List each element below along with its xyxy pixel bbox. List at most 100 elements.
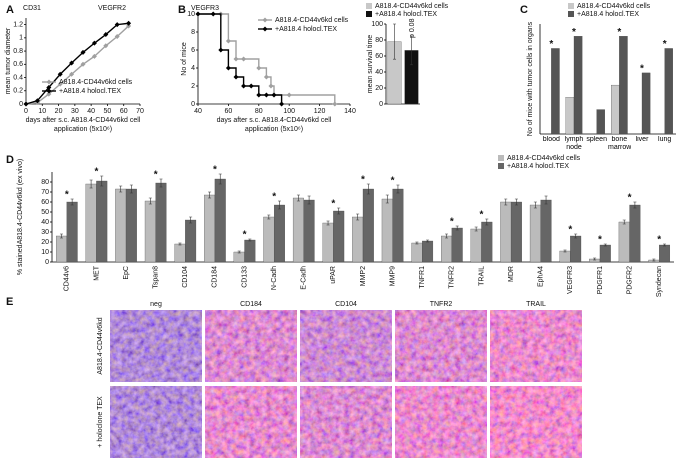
y-axis-label: No of mice <box>181 42 188 76</box>
bar <box>641 72 651 135</box>
micrograph <box>110 310 202 382</box>
bar <box>596 109 605 135</box>
point <box>23 101 29 107</box>
error-bar <box>356 213 360 221</box>
column-label: neg <box>150 301 162 308</box>
error-bar <box>663 243 667 247</box>
point <box>256 92 262 98</box>
significance: * <box>391 176 395 187</box>
point <box>248 83 254 89</box>
bar <box>481 221 493 263</box>
x-tick-label-box: blood <box>542 136 560 143</box>
error-bar <box>129 184 133 194</box>
legend-label: A818.4-CD44v6kd cells <box>577 3 651 10</box>
legend-marker <box>262 26 268 32</box>
bar <box>664 48 673 135</box>
x-tick-label: Syndecan <box>656 266 663 297</box>
x-tick-label: MMP2 <box>360 266 367 286</box>
x-tick-label: liver <box>635 136 649 143</box>
error-bar <box>396 184 400 194</box>
x-tick-label: bone marrow <box>608 136 631 151</box>
bar <box>244 239 256 263</box>
x-tick-label: Tspan8 <box>153 266 160 289</box>
column-label: TNFR2 <box>430 301 453 308</box>
point <box>263 92 269 98</box>
bar <box>273 204 285 263</box>
column-label: CD184 <box>240 301 262 308</box>
error-bar <box>59 233 63 239</box>
point <box>279 101 285 107</box>
x-tick-label: TRAIL <box>478 266 485 286</box>
error-bar <box>652 258 656 262</box>
bar <box>411 242 423 263</box>
x-tick-label: 50 <box>104 108 112 115</box>
significance: * <box>617 27 621 38</box>
bar <box>174 243 186 263</box>
error-bar <box>504 198 508 206</box>
x-tick-label: 100 <box>283 108 295 115</box>
point <box>241 56 247 62</box>
series-line <box>198 13 283 104</box>
legend-marker <box>262 17 268 23</box>
error-bar <box>633 201 637 209</box>
point <box>210 11 216 17</box>
point <box>69 60 75 66</box>
error-bar <box>307 195 311 205</box>
significance: * <box>640 64 644 75</box>
error-bar <box>410 35 413 66</box>
point <box>263 74 269 80</box>
y-tick-label: 0.8 <box>13 48 23 55</box>
error-bar <box>89 179 93 189</box>
x-tick-label: CD44v6 <box>64 266 71 291</box>
significance: * <box>65 190 69 201</box>
point <box>126 20 132 26</box>
significance: * <box>154 170 158 181</box>
error-bar <box>218 173 222 185</box>
y-axis-label: No of mice with tumor cells in organs <box>527 21 534 136</box>
bar <box>155 182 167 263</box>
row-label: + holoclone TEX <box>97 396 104 448</box>
x-tick-label: 60 <box>225 108 233 115</box>
point <box>114 22 120 28</box>
error-bar <box>474 226 478 232</box>
error-bar <box>563 249 567 253</box>
error-bar <box>593 257 597 261</box>
y-tick-label: 0.4 <box>13 74 23 81</box>
micrograph <box>205 310 297 382</box>
x-tick-label: 80 <box>255 108 263 115</box>
bar <box>125 188 137 263</box>
point <box>233 56 239 62</box>
legend-swatch <box>366 11 372 17</box>
x-tick-label: blood <box>542 136 560 143</box>
y-tick-label: 80 <box>375 37 383 44</box>
bar <box>214 178 226 263</box>
bar <box>451 227 463 263</box>
row-label: A818.4-CD44v6kd <box>97 317 104 374</box>
x-tick-label: 60 <box>120 108 128 115</box>
point <box>103 32 109 38</box>
bar <box>96 180 108 263</box>
x-tick-label: 40 <box>87 108 95 115</box>
y-tick-label: 0.2 <box>13 88 23 95</box>
y-tick-label: 4 <box>191 65 195 72</box>
point <box>195 11 201 17</box>
x-tick-label: uPAR <box>330 266 337 284</box>
error-bar <box>248 238 252 242</box>
point <box>225 65 231 71</box>
x-tick-label: 20 <box>55 108 63 115</box>
point <box>233 74 239 80</box>
error-bar <box>100 175 104 187</box>
annotation: CD31 <box>23 5 41 12</box>
point <box>241 83 247 89</box>
panel-label: A <box>6 4 14 16</box>
error-bar <box>237 250 241 254</box>
micrograph <box>395 310 487 382</box>
legend-swatch <box>568 3 574 9</box>
column-label: TRAIL <box>526 301 546 308</box>
legend-label: +A818.4 holocl.TEX <box>375 11 437 18</box>
point <box>57 81 63 87</box>
y-axis-label: mean tumor diameter <box>5 27 12 94</box>
error-bar <box>159 178 163 188</box>
micrograph <box>490 386 582 458</box>
